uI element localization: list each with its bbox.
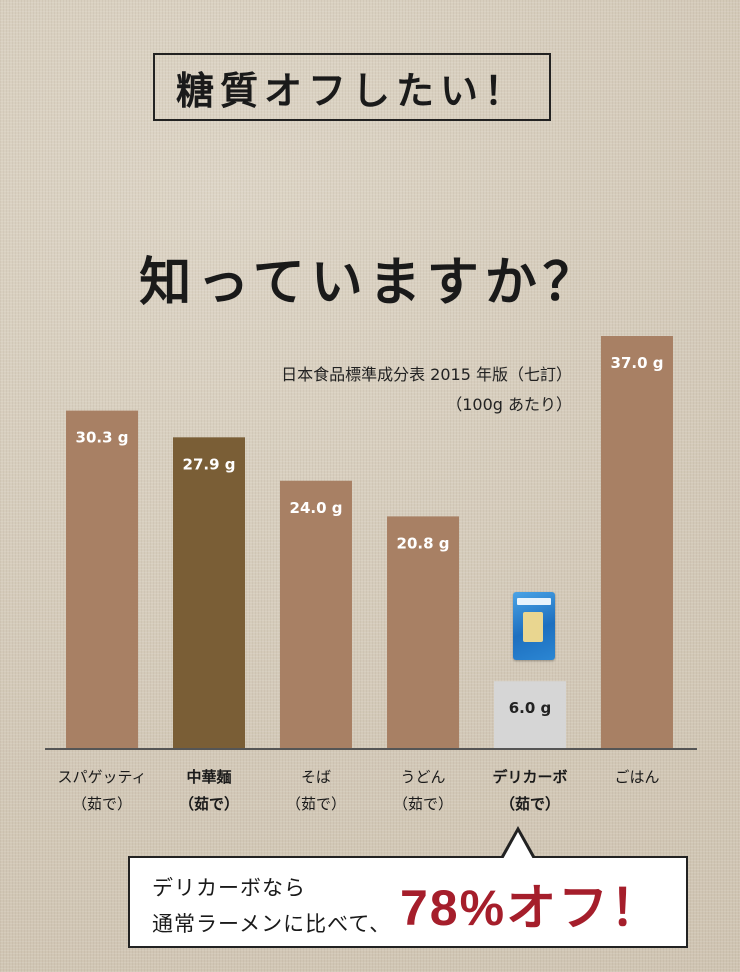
category-label-1-0: 中華麺	[186, 768, 231, 786]
bar-value-label-3: 20.8 g	[397, 534, 450, 552]
category-label-3-1: （茹で）	[393, 795, 453, 813]
bar-value-label-0: 30.3 g	[76, 429, 129, 447]
category-label-5-0: ごはん	[614, 768, 659, 786]
category-label-4-1: （茹で）	[500, 795, 560, 813]
callout-line-2: 通常ラーメンに比べて、	[152, 912, 392, 936]
bar-value-label-1: 27.9 g	[183, 455, 236, 473]
category-label-2-1: （茹で）	[286, 795, 346, 813]
bar-value-label-2: 24.0 g	[290, 499, 343, 517]
callout-percent-off: 78%オフ！	[400, 880, 663, 936]
category-label-4-0: デリカーボ	[492, 768, 567, 786]
bar-1	[173, 437, 245, 748]
category-label-0-0: スパゲッティ	[57, 768, 146, 786]
category-label-2-0: そば	[301, 768, 331, 786]
bar-4	[494, 681, 566, 748]
bar-value-label-4: 6.0 g	[509, 699, 552, 717]
category-label-3-0: うどん	[400, 768, 445, 786]
category-label-1-1: （茹で）	[179, 795, 239, 813]
bar-0	[66, 410, 138, 748]
bar-value-label-5: 37.0 g	[611, 354, 664, 372]
bar-5	[601, 336, 673, 748]
callout-tail-fill	[503, 832, 533, 859]
source-line-2: （100g あたり）	[446, 395, 572, 414]
package-label-band	[517, 598, 551, 605]
callout-box	[128, 856, 688, 948]
bar-2	[280, 480, 352, 748]
bar-3	[387, 516, 459, 748]
package-window	[523, 612, 543, 642]
callout-line-1: デリカーボなら	[152, 876, 306, 900]
source-note: 日本食品標準成分表 2015 年版（七訂） （100g あたり）	[281, 360, 572, 420]
headline: 知っていますか？	[139, 253, 601, 313]
category-label-0-1: （茹で）	[72, 795, 132, 813]
pasta-package-icon	[513, 592, 555, 660]
source-line-1: 日本食品標準成分表 2015 年版（七訂）	[281, 365, 572, 384]
page-title: 糖質オフしたい！	[175, 68, 528, 113]
title-box: 糖質オフしたい！	[153, 53, 551, 121]
